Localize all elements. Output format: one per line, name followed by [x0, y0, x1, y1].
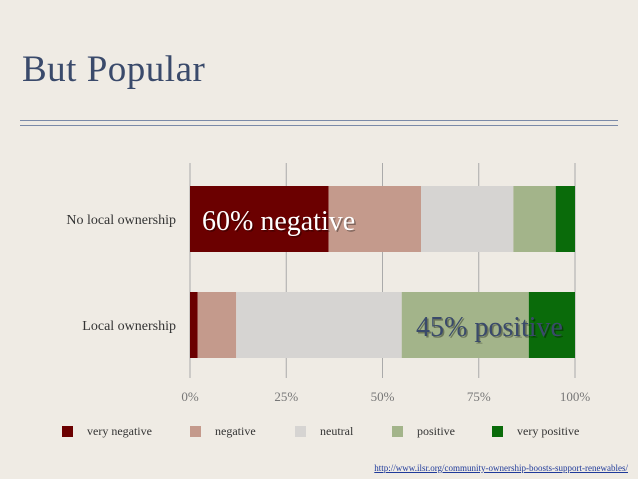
- category-label: Local ownership: [82, 319, 176, 334]
- bar-segment-positive: [401, 292, 529, 358]
- bar-segment-neutral: [236, 292, 402, 358]
- bar-segment-negative: [328, 186, 421, 252]
- legend-item: negative: [190, 424, 256, 439]
- legend-item: very negative: [62, 424, 152, 439]
- legend-label: very positive: [517, 424, 580, 438]
- category-label: No local ownership: [66, 213, 176, 228]
- bar-segment-positive: [513, 186, 556, 252]
- legend-swatch: [492, 426, 503, 437]
- bar-segment-neutral: [421, 186, 514, 252]
- x-tick-label: 25%: [274, 389, 298, 404]
- annotation-label: 45% positive: [416, 312, 563, 343]
- legend-label: neutral: [320, 424, 354, 438]
- x-tick-label: 50%: [371, 389, 395, 404]
- x-tick-label: 75%: [467, 389, 491, 404]
- annotation-shadow: 45% positive: [418, 314, 565, 345]
- legend-label: very negative: [87, 424, 152, 438]
- annotation-shadow: 60% negative: [204, 208, 357, 239]
- annotation-label: 60% negative: [202, 206, 355, 237]
- stacked-bar-chart: 0% 25% 50% 75% 100% No local ownership Local o…: [66, 163, 591, 404]
- title-divider-top: [20, 120, 618, 121]
- x-tick-label: 100%: [560, 389, 591, 404]
- legend-label: negative: [215, 424, 256, 438]
- legend-item: positive: [392, 424, 455, 439]
- chart-legend: very negative negative neutral positive very…: [0, 424, 638, 440]
- source-link[interactable]: http://www.ilsr.org/community-ownership-…: [374, 463, 628, 473]
- bar-segment-very-negative: [190, 292, 198, 358]
- legend-item: very positive: [492, 424, 579, 439]
- bar-segment-very-positive: [528, 292, 575, 358]
- legend-swatch: [62, 426, 73, 437]
- legend-swatch: [190, 426, 201, 437]
- legend-item: neutral: [295, 424, 353, 439]
- slide-title: But Popular: [22, 49, 206, 90]
- legend-swatch: [392, 426, 403, 437]
- x-tick-label: 0%: [181, 389, 199, 404]
- legend-label: positive: [417, 424, 455, 438]
- title-divider-bottom: [20, 125, 618, 126]
- bar-segment-negative: [197, 292, 237, 358]
- bar-segment-very-negative: [190, 186, 329, 252]
- bar-segment-very-positive: [555, 186, 575, 252]
- legend-swatch: [295, 426, 306, 437]
